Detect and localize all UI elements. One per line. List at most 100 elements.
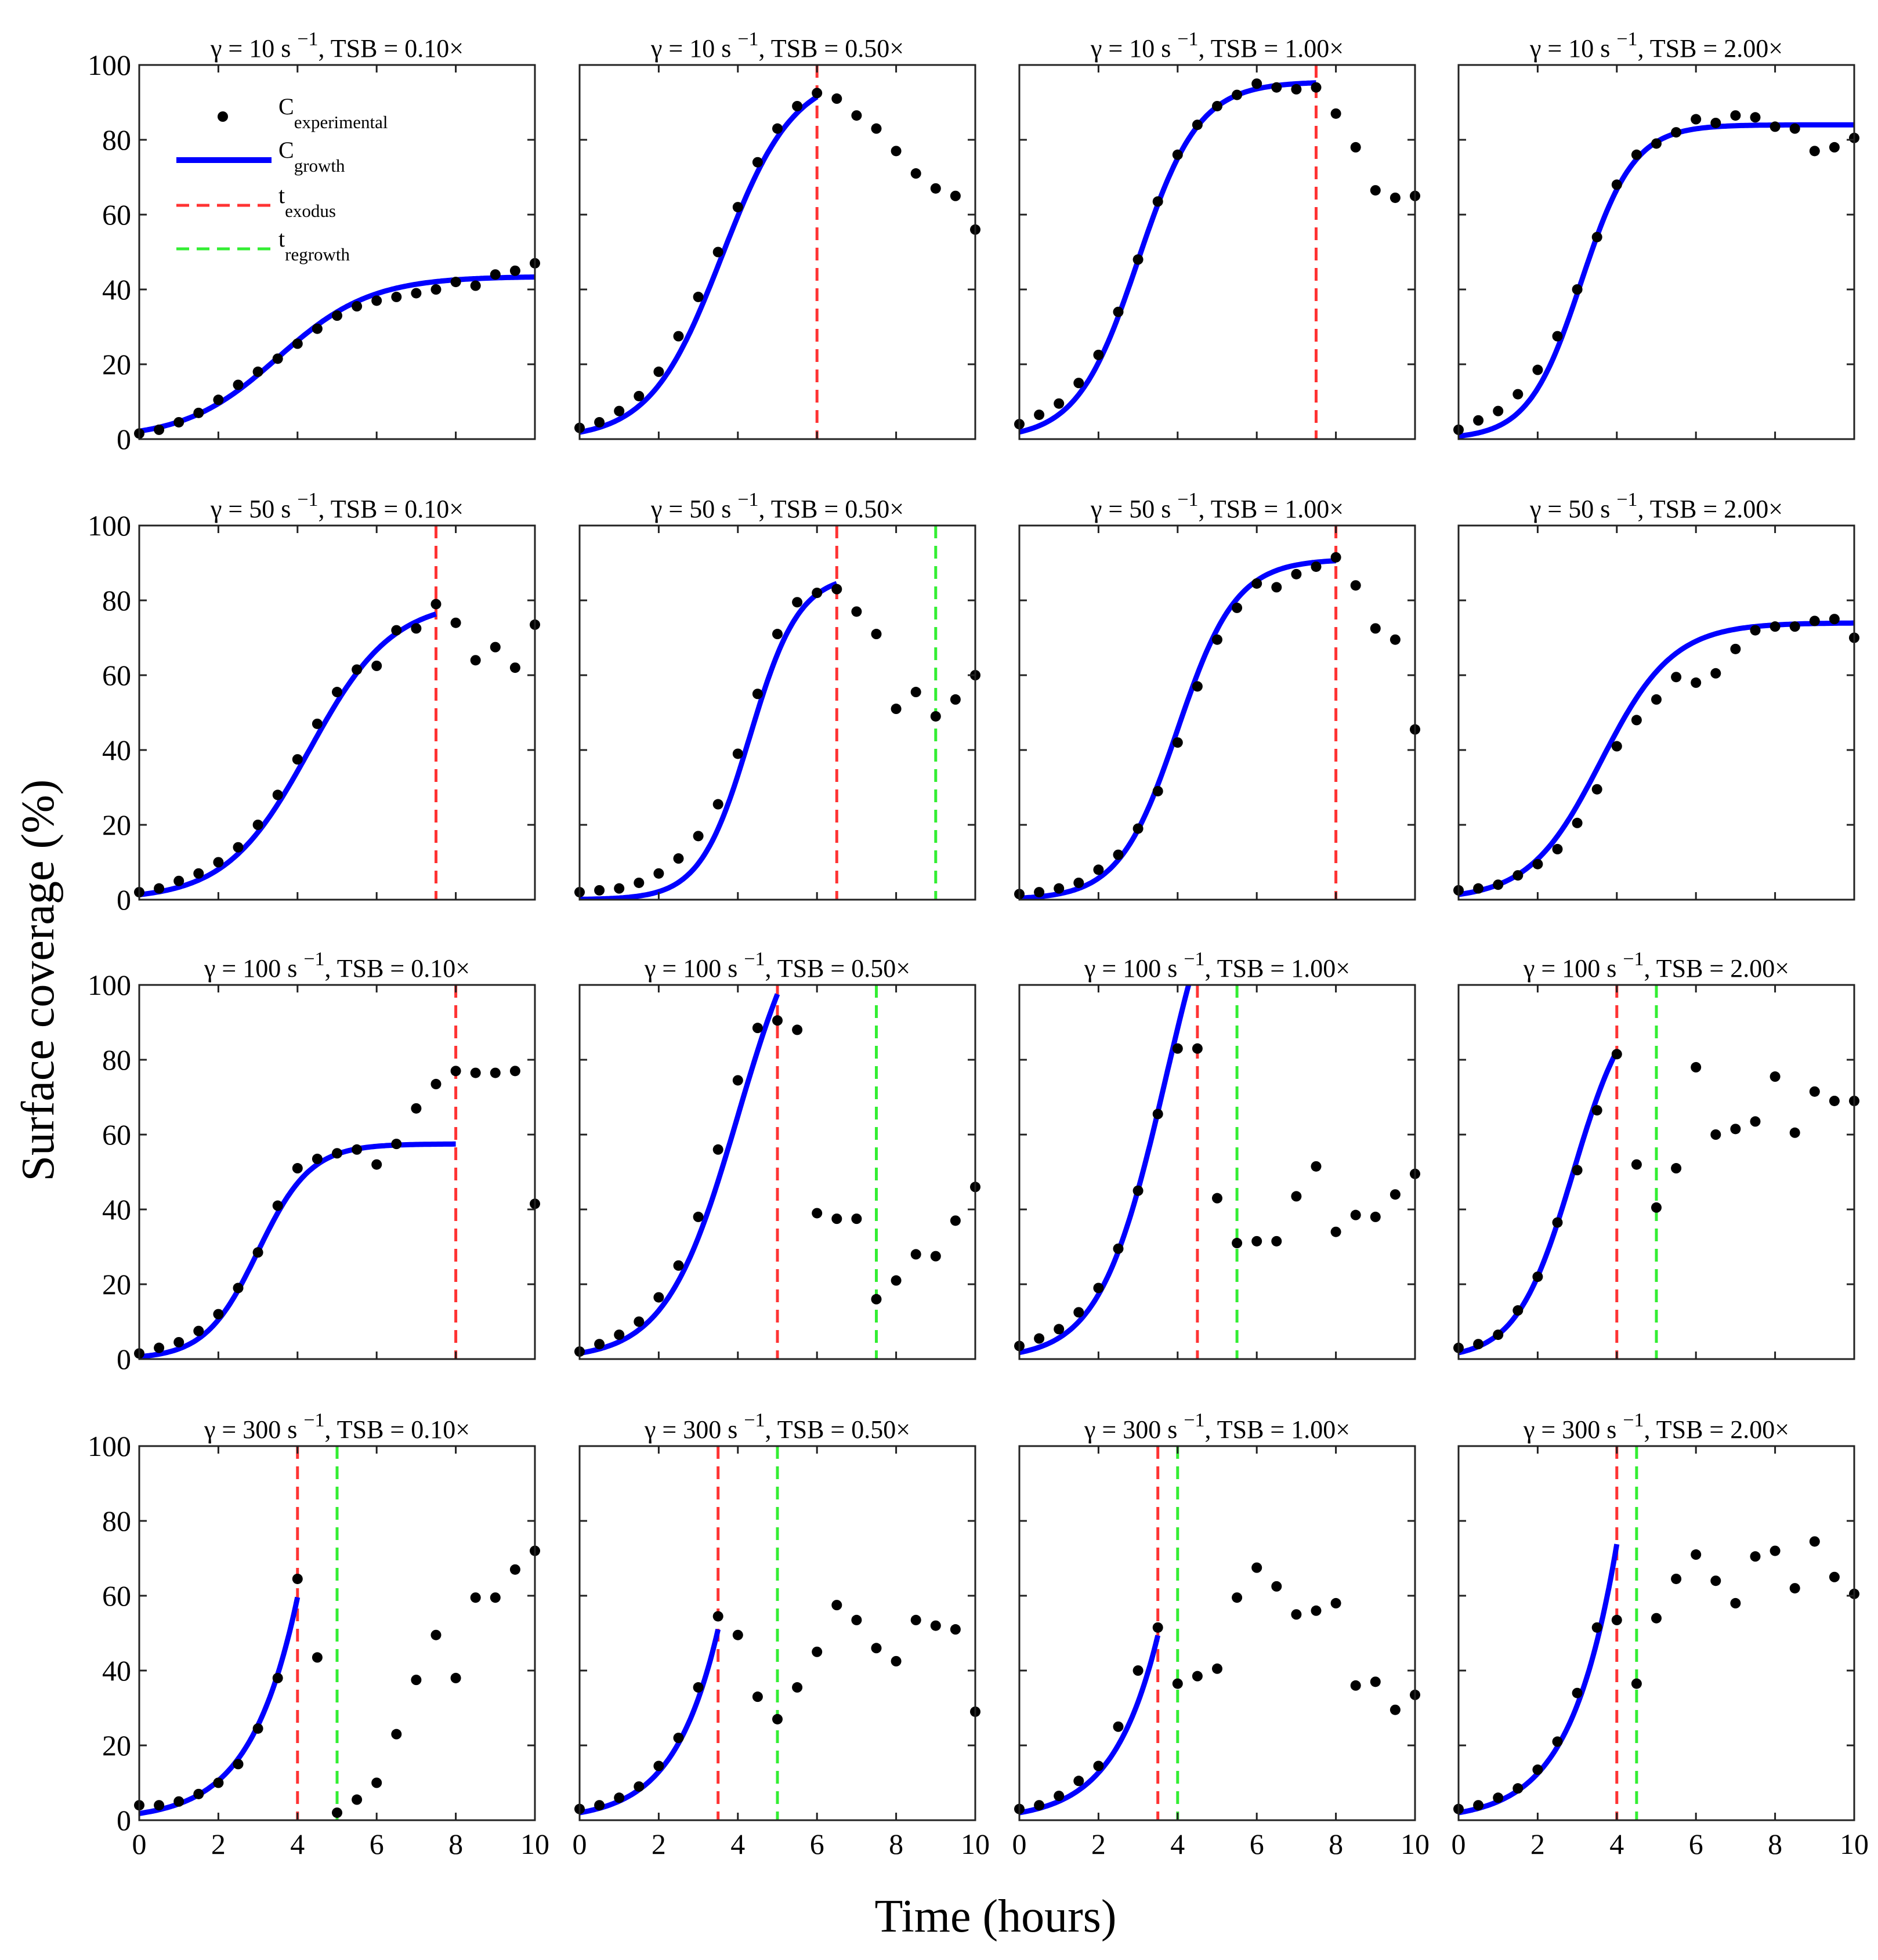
data-point <box>1350 1209 1361 1220</box>
growth-curve <box>1019 558 1337 900</box>
data-point <box>693 1211 704 1222</box>
title-tsb: , TSB = 2.00× <box>1644 1415 1790 1444</box>
data-point <box>1212 1193 1222 1204</box>
data-point <box>450 1066 461 1077</box>
data-point <box>1770 121 1781 132</box>
y-tick-label: 60 <box>102 1579 131 1612</box>
subplot-title: γ = 300 s −1, TSB = 0.50× <box>644 1410 910 1444</box>
data-point <box>712 1611 723 1622</box>
subplot-title: γ = 300 s −1, TSB = 0.10× <box>204 1410 470 1444</box>
data-point <box>851 110 862 121</box>
title-tsb: , TSB = 0.50× <box>759 495 904 523</box>
data-point <box>233 842 244 853</box>
data-point <box>1172 1043 1183 1054</box>
data-point <box>851 1614 862 1625</box>
data-point <box>910 1249 921 1260</box>
data-point <box>812 1646 823 1657</box>
data-point <box>871 1643 882 1654</box>
data-point <box>1172 737 1183 748</box>
data-point <box>910 1614 921 1625</box>
y-tick-label: 80 <box>102 584 131 617</box>
data-point <box>490 269 501 280</box>
data-point <box>1651 1613 1662 1624</box>
data-point <box>812 88 823 99</box>
data-point <box>173 1336 184 1347</box>
x-tick-label: 8 <box>1768 1828 1782 1860</box>
data-point <box>470 1592 481 1603</box>
data-point <box>213 1777 224 1788</box>
data-point <box>910 687 921 698</box>
data-point <box>1789 621 1800 632</box>
title-tsb: , TSB = 1.00× <box>1199 495 1344 523</box>
data-point <box>1611 741 1622 752</box>
data-point <box>1251 78 1262 89</box>
data-point <box>252 366 263 377</box>
subplot-10: γ = 100 s −1, TSB = 0.50× <box>574 948 980 1360</box>
subplot-title: γ = 100 s −1, TSB = 0.10× <box>204 948 470 983</box>
y-tick-label: 20 <box>102 1729 131 1762</box>
data-point <box>1493 1329 1504 1341</box>
data-point <box>173 1796 184 1807</box>
data-point <box>1271 582 1282 593</box>
data-point <box>1691 1061 1702 1073</box>
title-superscript: −1 <box>1623 948 1644 970</box>
axes-box <box>1018 1445 1416 1821</box>
title-gamma: γ = 50 s <box>650 495 737 523</box>
x-tick-label: 2 <box>1091 1828 1106 1860</box>
data-point <box>490 1592 501 1603</box>
subplot-1: γ = 10 s −1, TSB = 0.10× 0 20 40 60 80 100 Cexp… <box>88 28 540 455</box>
data-point <box>1073 877 1084 888</box>
data-point <box>193 868 204 879</box>
data-point <box>391 625 402 636</box>
data-point <box>1789 1583 1800 1594</box>
data-point <box>332 1807 342 1818</box>
axes-box <box>1018 64 1416 440</box>
growth-curve <box>1019 80 1317 435</box>
title-gamma: γ = 10 s <box>1529 34 1616 63</box>
x-tick-label: 0 <box>1012 1828 1027 1860</box>
title-superscript: −1 <box>297 489 318 510</box>
data-point <box>1192 1043 1203 1054</box>
x-tick-label: 4 <box>1609 1828 1624 1860</box>
growth-curve <box>1459 620 1854 897</box>
data-point <box>930 183 941 194</box>
data-point <box>1651 138 1662 149</box>
data-point <box>1132 1185 1144 1196</box>
title-superscript: −1 <box>303 1410 324 1431</box>
data-point <box>1054 1324 1065 1335</box>
x-tick-label: 0 <box>132 1828 147 1860</box>
data-point <box>1054 883 1065 894</box>
data-point <box>1750 625 1761 636</box>
data-point <box>871 1294 882 1305</box>
data-point <box>950 1624 961 1635</box>
title-gamma: γ = 300 s <box>204 1415 303 1444</box>
data-point <box>490 1067 501 1078</box>
axes-box <box>138 524 536 901</box>
axes-box <box>138 64 536 440</box>
data-point <box>653 868 664 879</box>
data-point <box>693 831 704 842</box>
data-point <box>1271 1581 1282 1592</box>
data-point <box>1389 192 1401 203</box>
data-point <box>154 1800 165 1811</box>
data-point <box>1172 149 1183 160</box>
data-point <box>1730 1124 1741 1135</box>
data-point <box>352 664 363 675</box>
axes-box <box>1018 984 1416 1360</box>
axes-box <box>1457 1445 1855 1821</box>
data-point <box>430 1078 442 1089</box>
data-point <box>673 853 684 864</box>
data-point <box>233 1282 244 1294</box>
data-point <box>1493 1792 1504 1803</box>
data-point <box>712 247 723 258</box>
axes-box <box>578 1445 976 1821</box>
data-point <box>213 1309 224 1320</box>
data-point <box>1389 634 1401 645</box>
data-point <box>891 704 902 715</box>
data-point <box>252 1247 263 1258</box>
legend-label-sub: exodus <box>285 201 336 221</box>
data-point <box>1532 1764 1543 1775</box>
data-point <box>594 1800 605 1811</box>
data-point <box>732 1629 743 1640</box>
data-point <box>1572 1165 1583 1176</box>
